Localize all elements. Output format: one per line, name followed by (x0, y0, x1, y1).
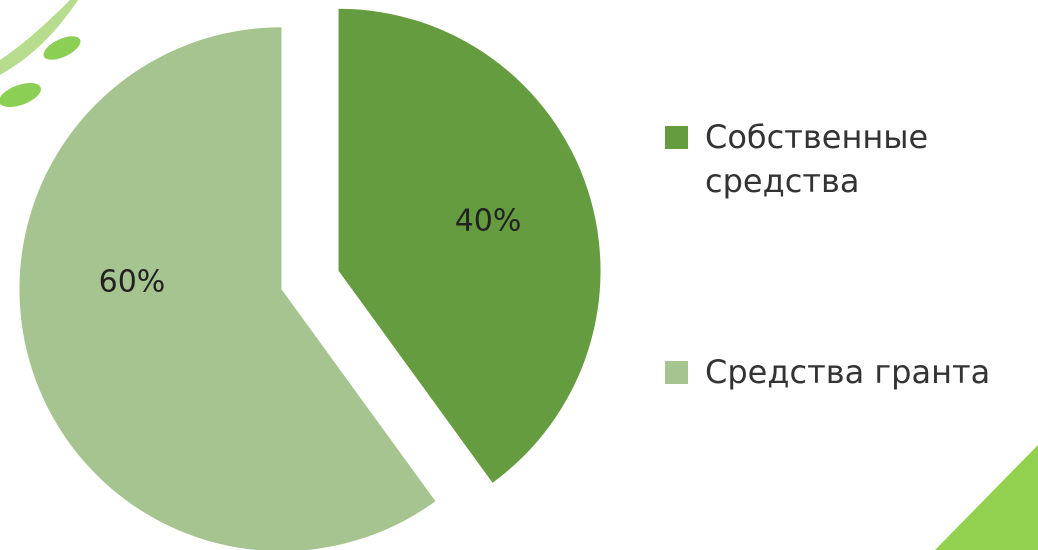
leaf (43, 36, 81, 60)
legend-item: Средства гранта (665, 350, 1005, 394)
data-label: 40% (455, 204, 522, 239)
data-label: 60% (99, 264, 166, 299)
legend-swatch (665, 361, 688, 384)
leaf (0, 82, 41, 108)
corner-triangle (935, 445, 1038, 550)
leaf-stem (0, 0, 78, 75)
pie-slice (19, 27, 436, 550)
legend-item: Собственные средства (665, 115, 1005, 203)
legend-swatch (665, 126, 688, 149)
pie-slice (338, 8, 601, 483)
legend-label: Собственные средства (705, 118, 929, 200)
legend-label: Средства гранта (705, 353, 991, 391)
